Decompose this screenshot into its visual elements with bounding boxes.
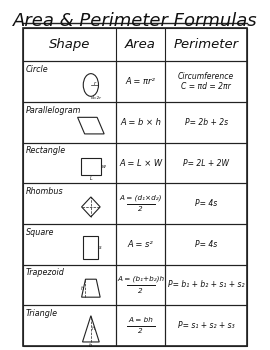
Bar	[165, 102, 247, 143]
Text: A = b × h: A = b × h	[120, 118, 161, 127]
Text: Rectangle: Rectangle	[26, 146, 66, 155]
Text: Square: Square	[26, 228, 54, 237]
Bar	[23, 183, 116, 224]
Text: P= 2b + 2s: P= 2b + 2s	[184, 118, 228, 127]
Text: A = (d₁×d₂): A = (d₁×d₂)	[119, 195, 162, 201]
Text: A = s²: A = s²	[128, 240, 153, 249]
Text: b: b	[89, 343, 92, 348]
Text: A = πr²: A = πr²	[126, 77, 156, 86]
Bar	[165, 265, 247, 305]
Bar	[116, 265, 165, 305]
Text: P= 2L + 2W: P= 2L + 2W	[183, 159, 229, 168]
Text: 2: 2	[138, 206, 143, 212]
Bar	[165, 224, 247, 265]
Bar	[23, 305, 116, 346]
Bar	[116, 183, 165, 224]
Text: Area: Area	[125, 38, 156, 51]
Text: P= s₁ + s₂ + s₃: P= s₁ + s₂ + s₃	[178, 321, 234, 330]
Bar	[165, 143, 247, 183]
Text: A = (b₁+b₂)h: A = (b₁+b₂)h	[117, 276, 164, 282]
Bar	[165, 305, 247, 346]
Text: r: r	[93, 81, 96, 86]
Text: A = bh: A = bh	[128, 317, 153, 323]
Text: Triangle: Triangle	[26, 309, 58, 318]
Text: h: h	[92, 326, 95, 331]
Text: Area & Perimeter Formulas: Area & Perimeter Formulas	[13, 12, 257, 30]
Bar	[165, 61, 247, 102]
Bar	[23, 28, 247, 61]
Text: A = L × W: A = L × W	[119, 159, 162, 168]
Bar	[23, 102, 116, 143]
Text: s: s	[99, 245, 102, 250]
Text: Trapezoid: Trapezoid	[26, 268, 65, 277]
Text: 2: 2	[138, 328, 143, 334]
Bar	[165, 183, 247, 224]
Bar	[23, 265, 116, 305]
Bar	[116, 305, 165, 346]
Bar	[23, 143, 116, 183]
Text: Rhombus: Rhombus	[26, 187, 63, 196]
Bar	[116, 102, 165, 143]
Bar	[83, 237, 98, 259]
Text: P= b₁ + b₂ + s₁ + s₂: P= b₁ + b₂ + s₁ + s₂	[168, 280, 244, 289]
Text: Shape: Shape	[49, 38, 90, 51]
Text: Perimeter: Perimeter	[174, 38, 239, 51]
Bar	[81, 158, 101, 175]
Text: w: w	[101, 164, 105, 169]
Text: h: h	[80, 286, 84, 291]
Text: P= 4s: P= 4s	[195, 199, 217, 208]
Text: L: L	[89, 176, 92, 181]
Bar	[116, 61, 165, 102]
Bar	[23, 61, 116, 102]
Text: 2: 2	[138, 288, 143, 294]
Bar	[116, 224, 165, 265]
Bar	[116, 143, 165, 183]
Text: Parallelogram: Parallelogram	[26, 106, 81, 115]
Text: Circumference
C = πd = 2πr: Circumference C = πd = 2πr	[178, 72, 234, 91]
Text: d=2r: d=2r	[90, 96, 102, 100]
Text: Circle: Circle	[26, 65, 49, 74]
Bar	[23, 224, 116, 265]
Text: P= 4s: P= 4s	[195, 240, 217, 249]
